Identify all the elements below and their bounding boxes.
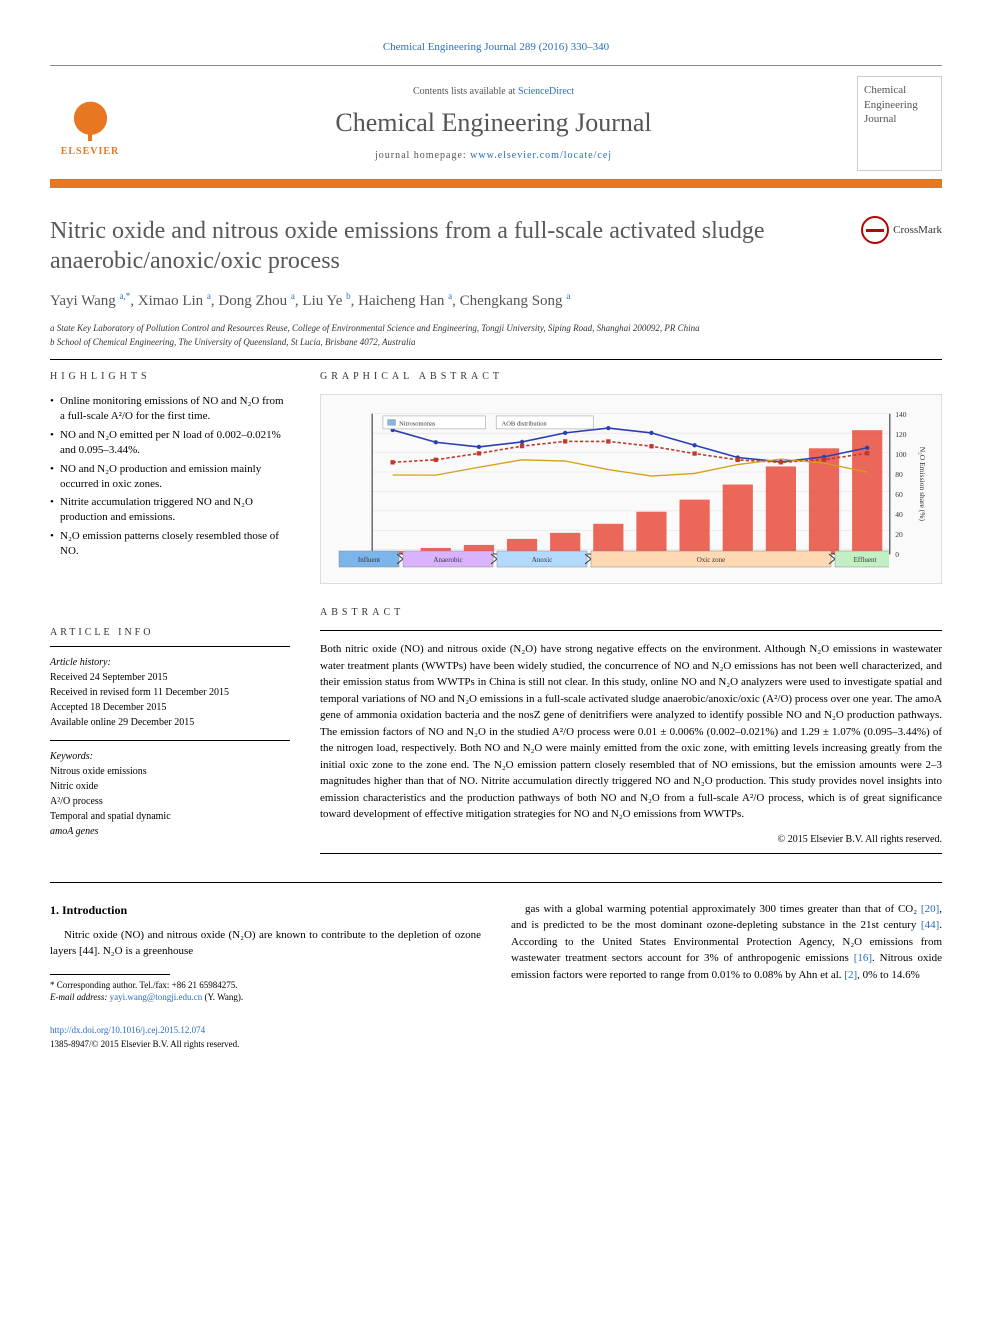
svg-text:Anoxic: Anoxic	[532, 556, 553, 564]
highlight-item: N₂O emission patterns closely resembled …	[50, 529, 290, 559]
keyword: A²/O process	[50, 794, 290, 809]
crossmark-label: CrossMark	[893, 223, 942, 238]
history-label: Article history:	[50, 655, 290, 670]
keywords-block: Keywords: Nitrous oxide emissions Nitric…	[50, 749, 290, 839]
highlights-list: Online monitoring emissions of NO and N₂…	[50, 394, 290, 558]
history-line: Received 24 September 2015	[50, 670, 290, 685]
body-columns: 1. Introduction Nitric oxide (NO) and ni…	[50, 901, 942, 1051]
highlights-label: HIGHLIGHTS	[50, 370, 290, 384]
corresponding-line: * Corresponding author. Tel./fax: +86 21…	[50, 979, 481, 992]
abstract-copyright: © 2015 Elsevier B.V. All rights reserved…	[320, 833, 942, 847]
email-link[interactable]: yayi.wang@tongji.edu.cn	[110, 992, 203, 1002]
email-label: E-mail address:	[50, 992, 110, 1002]
abstract-text: Both nitric oxide (NO) and nitrous oxide…	[320, 641, 942, 823]
svg-text:20: 20	[895, 531, 903, 540]
crossmark[interactable]: CrossMark	[861, 216, 942, 244]
title-row: Nitric oxide and nitrous oxide emissions…	[50, 216, 942, 276]
corresponding-footnote: * Corresponding author. Tel./fax: +86 21…	[50, 979, 481, 1004]
svg-text:Anaerobic: Anaerobic	[433, 556, 462, 564]
keywords-label: Keywords:	[50, 749, 290, 764]
affiliation-a: a State Key Laboratory of Pollution Cont…	[50, 322, 942, 336]
email-suffix: (Y. Wang).	[202, 992, 243, 1002]
contents-prefix: Contents lists available at	[413, 86, 518, 97]
highlight-item: Nitrite accumulation triggered NO and N₂…	[50, 495, 290, 525]
intro-p2: gas with a global warming potential appr…	[511, 901, 942, 984]
keyword: Nitrous oxide emissions	[50, 764, 290, 779]
history-line: Accepted 18 December 2015	[50, 700, 290, 715]
breadcrumb-link[interactable]: Chemical Engineering Journal 289 (2016) …	[383, 41, 609, 53]
divider	[320, 630, 942, 631]
svg-text:60: 60	[895, 491, 903, 500]
highlight-item: NO and N₂O production and emission mainl…	[50, 462, 290, 492]
doi-link[interactable]: http://dx.doi.org/10.1016/j.cej.2015.12.…	[50, 1025, 205, 1035]
keyword: Nitric oxide	[50, 779, 290, 794]
body-col-right: gas with a global warming potential appr…	[511, 901, 942, 1051]
highlight-item: NO and N₂O emitted per N load of 0.002–0…	[50, 428, 290, 458]
issn-line: 1385-8947/© 2015 Elsevier B.V. All right…	[50, 1039, 239, 1049]
body-divider	[50, 882, 942, 883]
breadcrumb: Chemical Engineering Journal 289 (2016) …	[50, 40, 942, 55]
authors-line: Yayi Wang a,*, Ximao Lin a, Dong Zhou a,…	[50, 290, 942, 312]
article-history: Article history: Received 24 September 2…	[50, 655, 290, 730]
homepage-line: journal homepage: www.elsevier.com/locat…	[130, 149, 857, 163]
keyword: amoA genes	[50, 824, 290, 839]
intro-p1: Nitric oxide (NO) and nitrous oxide (N₂O…	[50, 927, 481, 960]
highlights-col: HIGHLIGHTS Online monitoring emissions o…	[50, 370, 290, 584]
contents-line: Contents lists available at ScienceDirec…	[130, 85, 857, 99]
divider	[50, 359, 942, 360]
header-center: Contents lists available at ScienceDirec…	[130, 85, 857, 163]
journal-cover-thumb: Chemical Engineering Journal	[857, 76, 942, 171]
svg-text:0: 0	[895, 551, 899, 560]
svg-text:40: 40	[895, 511, 903, 520]
graphical-abstract-col: GRAPHICAL ABSTRACT 0 20 40 60 80 100 120 140 N₂O…	[320, 370, 942, 584]
elsevier-tree-icon	[63, 88, 118, 143]
highlights-ga-row: HIGHLIGHTS Online monitoring emissions o…	[50, 370, 942, 584]
svg-text:80: 80	[895, 471, 903, 480]
body-col-left: 1. Introduction Nitric oxide (NO) and ni…	[50, 901, 481, 1051]
svg-text:Influent: Influent	[358, 556, 380, 564]
publisher-name: ELSEVIER	[61, 145, 120, 159]
history-line: Received in revised form 11 December 201…	[50, 685, 290, 700]
affiliation-b: b School of Chemical Engineering, The Un…	[50, 336, 942, 350]
homepage-prefix: journal homepage:	[375, 150, 470, 161]
accent-bar	[50, 180, 942, 188]
svg-text:Effluent: Effluent	[854, 556, 877, 564]
article-info-col: ARTICLE INFO Article history: Received 2…	[50, 606, 290, 854]
doi-block: http://dx.doi.org/10.1016/j.cej.2015.12.…	[50, 1024, 481, 1051]
keyword: Temporal and spatial dynamic	[50, 809, 290, 824]
article-info-label: ARTICLE INFO	[50, 626, 290, 640]
affiliations: a State Key Laboratory of Pollution Cont…	[50, 322, 942, 349]
svg-text:120: 120	[895, 430, 907, 439]
highlight-item: Online monitoring emissions of NO and N₂…	[50, 394, 290, 424]
svg-text:AOB distribution: AOB distribution	[502, 421, 548, 428]
graphical-abstract-label: GRAPHICAL ABSTRACT	[320, 370, 942, 384]
journal-header: ELSEVIER Contents lists available at Sci…	[50, 65, 942, 180]
email-line: E-mail address: yayi.wang@tongji.edu.cn …	[50, 991, 481, 1004]
intro-p1-text: Nitric oxide (NO) and nitrous oxide (N₂O…	[50, 929, 481, 958]
svg-text:Oxic zone: Oxic zone	[697, 556, 726, 564]
crossmark-icon	[861, 216, 889, 244]
history-line: Available online 29 December 2015	[50, 715, 290, 730]
page-container: Chemical Engineering Journal 289 (2016) …	[0, 0, 992, 1081]
svg-text:100: 100	[895, 450, 907, 459]
svg-text:N₂O Emission share (%): N₂O Emission share (%)	[918, 447, 927, 522]
info-abstract-row: ARTICLE INFO Article history: Received 2…	[50, 606, 942, 854]
publisher-logo: ELSEVIER	[50, 84, 130, 164]
divider	[50, 740, 290, 741]
abstract-col: ABSTRACT Both nitric oxide (NO) and nitr…	[320, 606, 942, 854]
intro-heading: 1. Introduction	[50, 901, 481, 919]
svg-text:Nitrosomonas: Nitrosomonas	[399, 421, 436, 428]
sciencedirect-link[interactable]: ScienceDirect	[518, 86, 574, 97]
svg-text:140: 140	[895, 410, 907, 419]
footnote-divider	[50, 974, 170, 975]
homepage-link[interactable]: www.elsevier.com/locate/cej	[470, 150, 612, 161]
ga-chart-svg: 0 20 40 60 80 100 120 140 N₂O Emission share (%)…	[329, 403, 933, 565]
abstract-label: ABSTRACT	[320, 606, 942, 620]
article-title: Nitric oxide and nitrous oxide emissions…	[50, 216, 861, 276]
journal-name: Chemical Engineering Journal	[130, 105, 857, 141]
ga-zones-svg: Influent Anaerobic Anoxic Oxic zone Effluent	[329, 549, 889, 577]
graphical-abstract-figure: 0 20 40 60 80 100 120 140 N₂O Emission share (%)…	[320, 394, 942, 584]
divider	[50, 646, 290, 647]
divider	[320, 853, 942, 854]
